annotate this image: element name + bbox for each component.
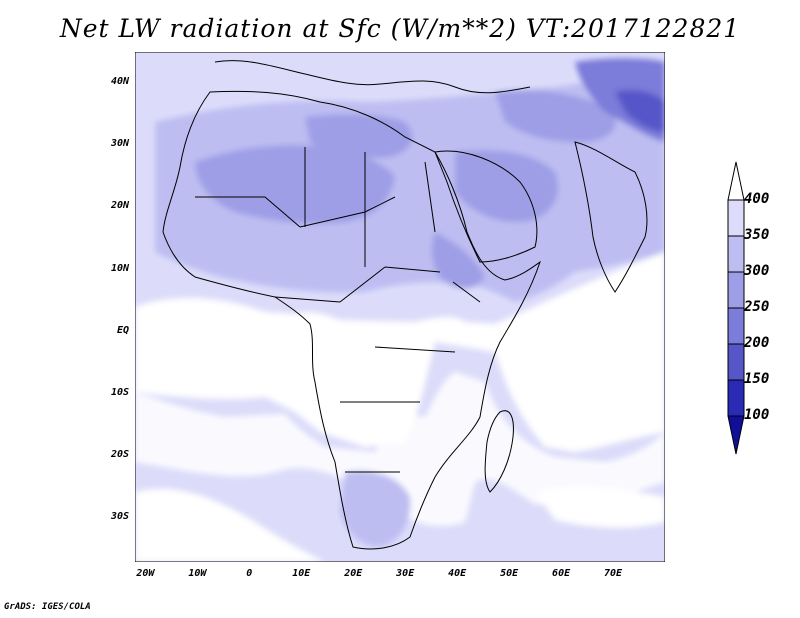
lon-tick-label: 50E	[500, 568, 519, 579]
colorbar-segment	[727, 271, 745, 309]
credit-text: GrADS: IGES/COLA	[4, 602, 91, 612]
colorbar-segment	[727, 307, 745, 345]
lat-tick-label: 30S	[110, 511, 129, 523]
lon-tick-label: 20E	[344, 568, 363, 579]
lon-tick-label: 70E	[604, 568, 623, 579]
lat-tick-label: 10S	[110, 387, 129, 399]
colorbar-top-arrow	[727, 161, 745, 201]
colorbar-scale	[727, 161, 745, 455]
colorbar-label: 100	[744, 407, 770, 423]
colorbar-label: 150	[744, 371, 770, 387]
radiation-field	[135, 52, 665, 562]
colorbar-label: 200	[744, 335, 770, 351]
colorbar-segment	[727, 199, 745, 237]
lat-tick-label: 40N	[110, 76, 129, 88]
lat-tick-label: EQ	[116, 324, 129, 336]
lon-tick-label: 40E	[448, 568, 467, 579]
lon-tick-label: 10W	[188, 568, 207, 579]
lon-tick-label: 0	[246, 568, 253, 579]
lat-tick-label: 20N	[110, 200, 129, 212]
lat-tick-label: 10N	[110, 262, 129, 274]
coastlines	[162, 60, 648, 550]
colorbar-segment	[727, 379, 745, 417]
colorbar-segment	[727, 343, 745, 381]
lat-tick-label: 20S	[110, 449, 129, 461]
colorbar-label: 350	[744, 227, 770, 243]
colorbar-label: 400	[744, 191, 770, 207]
colorbar	[718, 160, 798, 460]
lon-tick-label: 10E	[292, 568, 311, 579]
colorbar-bottom-arrow	[727, 415, 745, 455]
map-title: Net LW radiation at Sfc (W/m**2) VT:2017…	[59, 14, 741, 43]
map-plot-area	[135, 52, 665, 562]
lon-tick-label: 20W	[136, 568, 155, 579]
lon-tick-label: 60E	[552, 568, 571, 579]
colorbar-segment	[727, 235, 745, 273]
lon-tick-label: 30E	[396, 568, 415, 579]
radiation-map	[135, 52, 665, 562]
colorbar-label: 250	[744, 299, 770, 315]
colorbar-label: 300	[744, 263, 770, 279]
lat-tick-label: 30N	[110, 138, 129, 150]
